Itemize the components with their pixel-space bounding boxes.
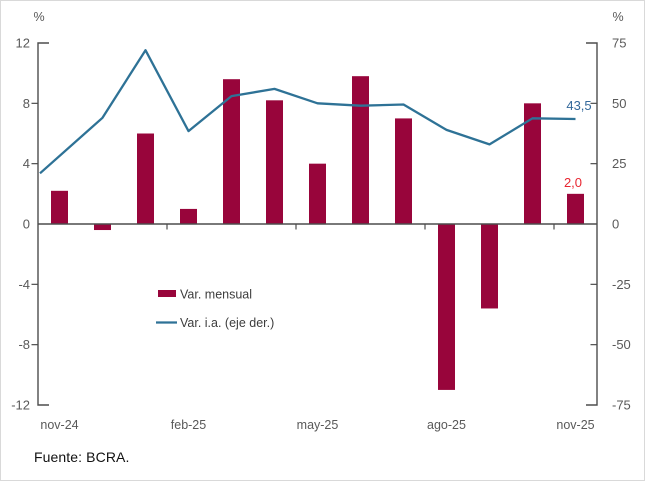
annotation-43,5: 43,5 <box>566 98 591 113</box>
x-axis-label: nov-25 <box>556 418 594 432</box>
combo-chart: 12 8 4 0 -4 -8 -12% 75 50 25 0 -25 -50 -75% nov-24 feb-… <box>11 10 631 432</box>
bar-sep-25 <box>481 224 498 309</box>
x-axis-label: nov-24 <box>40 418 78 432</box>
bar-nov-24 <box>51 190 68 224</box>
legend-bar-swatch <box>158 290 176 297</box>
bar-may-25 <box>309 163 326 224</box>
right-axis-tick-label: -75 <box>612 398 631 413</box>
x-axis-label: ago-25 <box>427 418 466 432</box>
bar-abr-25 <box>266 100 283 224</box>
bar-feb-25 <box>180 208 197 224</box>
right-axis-tick-label: -50 <box>612 337 631 352</box>
bar-ene-25 <box>137 133 154 224</box>
right-axis-tick-label: 0 <box>612 217 619 232</box>
right-axis-tick-label: 75 <box>612 36 626 51</box>
left-axis-unit-label: % <box>33 10 44 24</box>
y-axis-left <box>37 42 49 406</box>
bar-jul-25 <box>395 118 412 224</box>
left-axis-tick-label: 0 <box>23 217 30 232</box>
bar-mar-25 <box>223 79 240 224</box>
annotation-2,0: 2,0 <box>564 175 582 190</box>
x-axis-label: feb-25 <box>171 418 206 432</box>
source-note: Fuente: BCRA. <box>34 449 130 465</box>
right-axis-tick-label: 25 <box>612 156 626 171</box>
y-axis-right <box>586 42 598 406</box>
left-axis-tick-label: -8 <box>18 337 30 352</box>
left-axis-tick-label: 12 <box>16 36 30 51</box>
right-axis-tick-label: -25 <box>612 277 631 292</box>
right-axis-tick-label: 50 <box>612 96 626 111</box>
bar-dic-24 <box>94 224 111 231</box>
left-axis-tick-label: 4 <box>23 156 30 171</box>
x-axis-label: may-25 <box>297 418 339 432</box>
right-axis-unit-label: % <box>612 10 623 24</box>
left-axis-tick-label: -4 <box>18 277 30 292</box>
bar-nov-25 <box>567 193 584 224</box>
legend-bar-label: Var. mensual <box>180 288 252 302</box>
legend-line-label: Var. i.a. (eje der.) <box>180 316 274 330</box>
left-axis-tick-label: 8 <box>23 96 30 111</box>
line-series <box>39 49 576 175</box>
bar-ago-25 <box>438 224 455 390</box>
left-axis-tick-label: -12 <box>11 398 30 413</box>
bar-jun-25 <box>352 76 369 224</box>
bar-oct-25 <box>524 103 541 224</box>
